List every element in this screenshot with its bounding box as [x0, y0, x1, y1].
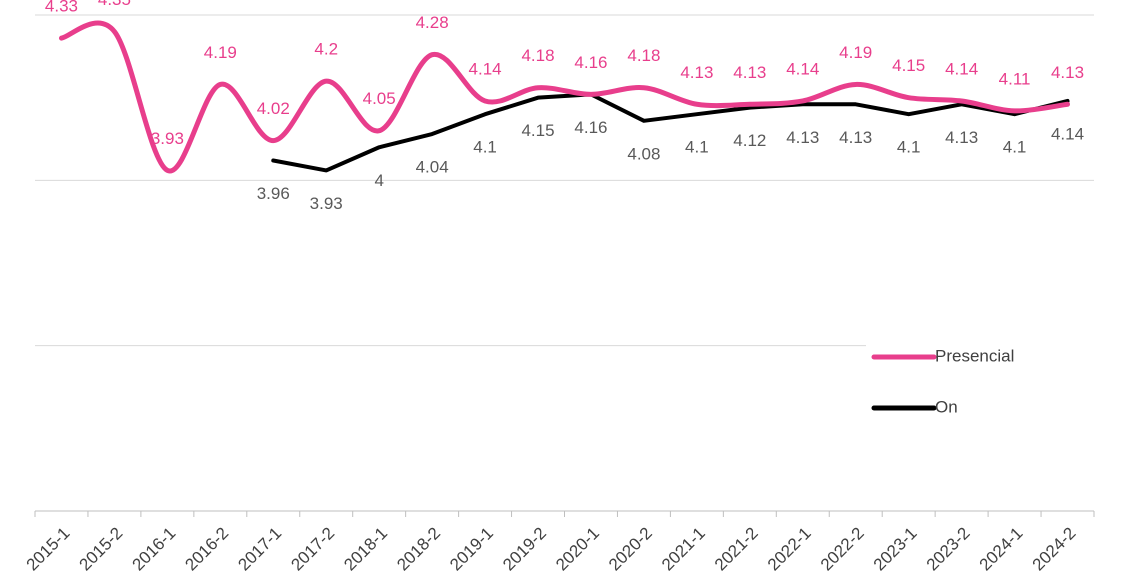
x-tick-label: 2015-2: [76, 524, 127, 575]
legend-box: [866, 334, 1094, 434]
legend-label: On: [935, 397, 958, 416]
data-label: 4.02: [257, 99, 290, 118]
data-label: 4.28: [416, 13, 449, 32]
data-label: 4.13: [680, 63, 713, 82]
data-label: 4.35: [98, 0, 131, 9]
data-label: 4.16: [574, 118, 607, 137]
data-label: 4.05: [363, 89, 396, 108]
x-tick-label: 2022-2: [817, 524, 868, 575]
data-label: 4.33: [45, 0, 78, 16]
data-label: 4.2: [314, 40, 338, 59]
data-label: 4.1: [897, 138, 921, 157]
data-label: 4.14: [469, 59, 502, 78]
data-label: 4: [374, 171, 383, 190]
x-tick-label: 2023-1: [870, 524, 921, 575]
data-label: 4.14: [786, 59, 819, 78]
x-tick-label: 2018-2: [393, 524, 444, 575]
data-label: 4.19: [839, 43, 872, 62]
data-label: 4.1: [1003, 138, 1027, 157]
data-label: 4.13: [1051, 63, 1084, 82]
data-label: 4.13: [733, 63, 766, 82]
data-label: 4.14: [1051, 124, 1084, 143]
series-line: [271, 92, 1070, 173]
data-label: 4.12: [733, 131, 766, 150]
data-label: 4.14: [945, 59, 978, 78]
x-tick-label: 2016-1: [129, 524, 180, 575]
data-label: 4.15: [892, 56, 925, 75]
x-tick-label: 2018-1: [340, 524, 391, 575]
x-tick-label: 2019-2: [499, 524, 550, 575]
x-tick-label: 2020-1: [552, 524, 603, 575]
x-tick-label: 2020-2: [605, 524, 656, 575]
data-label: 3.93: [310, 194, 343, 213]
x-tick-label: 2021-1: [658, 524, 709, 575]
data-label: 4.15: [521, 121, 554, 140]
data-label: 4.16: [574, 53, 607, 72]
data-label: 3.96: [257, 184, 290, 203]
data-label: 4.13: [945, 128, 978, 147]
data-label: 4.1: [473, 138, 497, 157]
series-line: [58, 20, 1071, 174]
x-tick-label: 2017-1: [234, 524, 285, 575]
x-tick-label: 2016-2: [181, 524, 232, 575]
x-tick-label: 2017-2: [287, 524, 338, 575]
x-tick-label: 2024-2: [1029, 524, 1080, 575]
data-label: 4.18: [627, 46, 660, 65]
data-label: 4.13: [786, 128, 819, 147]
data-label: 4.19: [204, 43, 237, 62]
data-label: 4.11: [999, 69, 1031, 88]
x-tick-label: 2023-2: [923, 524, 974, 575]
data-label: 4.1: [685, 138, 709, 157]
data-label: 4.04: [416, 158, 449, 177]
data-label: 4.18: [521, 46, 554, 65]
data-label: 4.08: [627, 144, 660, 163]
x-tick-label: 2024-1: [976, 524, 1027, 575]
data-label: 4.13: [839, 128, 872, 147]
x-tick-label: 2015-1: [23, 524, 74, 575]
legend-label: Presencial: [935, 346, 1014, 365]
x-tick-label: 2021-2: [711, 524, 762, 575]
data-label: 3.93: [151, 129, 184, 148]
x-tick-label: 2022-1: [764, 524, 815, 575]
x-tick-label: 2019-1: [446, 524, 497, 575]
